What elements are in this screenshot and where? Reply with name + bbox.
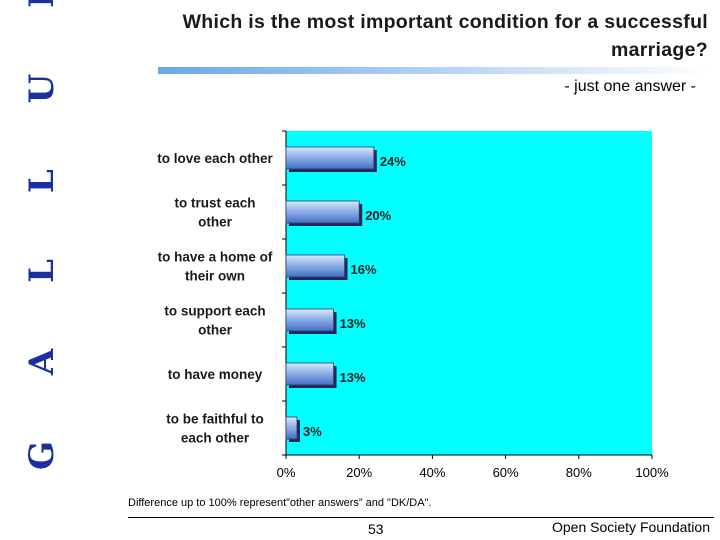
bar — [285, 308, 334, 332]
x-tick-label: 0% — [277, 465, 296, 480]
category-label: each other — [181, 431, 250, 446]
category-label: to have money — [168, 367, 263, 382]
data-label: 16% — [351, 262, 377, 277]
x-tick-label: 100% — [635, 465, 669, 480]
category-label: other — [198, 215, 232, 230]
category-label: their own — [185, 269, 245, 284]
category-label: to support each — [164, 304, 265, 319]
bar — [285, 416, 298, 440]
category-label: to be faithful to — [166, 412, 263, 427]
chart-subtitle: - just one answer - — [564, 78, 696, 95]
title-underline — [158, 67, 710, 74]
x-tick-label: 60% — [493, 465, 519, 480]
category-label: other — [198, 323, 232, 338]
x-tick-label: 20% — [346, 465, 372, 480]
chart-title: Which is the most important condition fo… — [182, 11, 708, 61]
x-tick-label: 80% — [566, 465, 592, 480]
organization-name: Open Society Foundation — [552, 519, 710, 535]
bar — [285, 200, 360, 224]
category-label: to trust each — [174, 196, 255, 211]
bar — [285, 146, 375, 170]
x-tick-label: 40% — [419, 465, 445, 480]
data-label: 13% — [340, 316, 366, 331]
plot-area — [286, 131, 652, 455]
data-label: 3% — [303, 424, 322, 439]
bar — [285, 362, 334, 386]
footnote: Difference up to 100% represent”other an… — [128, 497, 432, 509]
bar — [285, 254, 345, 278]
data-label: 20% — [365, 208, 391, 223]
page-number: 53 — [368, 521, 384, 537]
data-label: 24% — [380, 154, 406, 169]
data-label: 13% — [340, 370, 366, 385]
category-label: to have a home of — [158, 250, 273, 265]
category-label: to love each other — [157, 151, 273, 166]
footer-divider — [128, 517, 714, 518]
